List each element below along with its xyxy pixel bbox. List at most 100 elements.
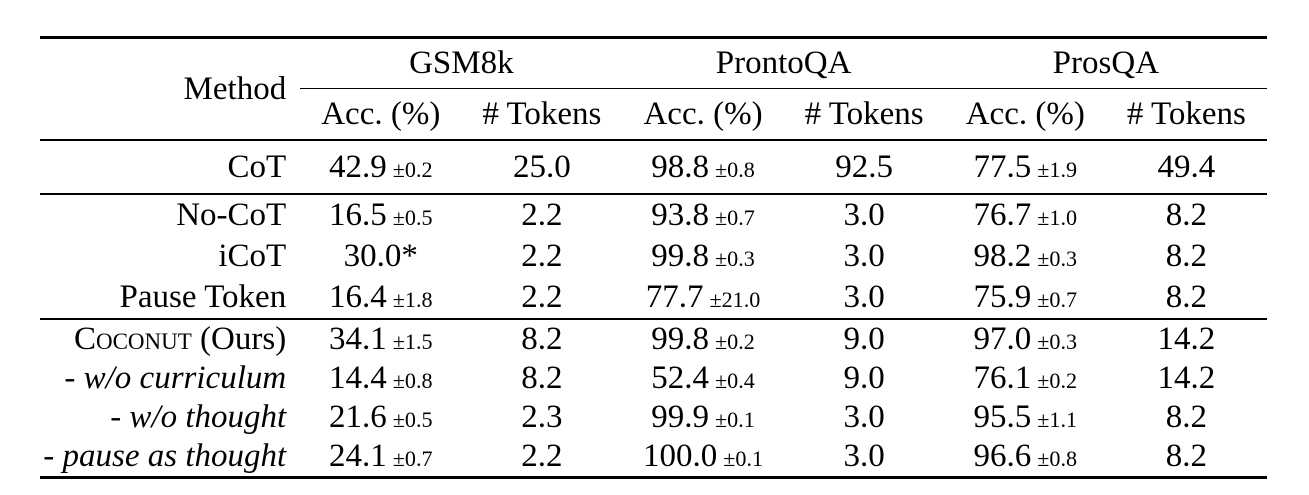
cell-value: 34.1 (329, 321, 387, 357)
cell-value: 24.1 (329, 438, 387, 474)
cell-value: 95.5 (973, 399, 1032, 435)
method-label: No-CoT (176, 197, 287, 233)
cell-value: 99.8 (651, 321, 709, 357)
cell-std-dev: ±0.2 (392, 156, 433, 182)
cell-value: 16.5 (329, 197, 387, 233)
tokens-cell: 3.0 (784, 437, 945, 478)
table-row: Coconut (Ours) 34.1 ±1.5 8.2 99.8 ±0.2 9.0 97.0… (40, 319, 1267, 359)
accuracy-cell: 42.9 ±0.2 (300, 140, 462, 195)
cell-value: 99.9 (651, 399, 709, 435)
accuracy-cell: 76.1 ±0.2 (945, 359, 1106, 398)
table-row: CoT 42.9 ±0.2 25.0 98.8 ±0.8 92.5 77.5 ±1.9 49.4 (40, 140, 1267, 195)
tokens-cell: 9.0 (784, 319, 945, 359)
tokens-cell: 3.0 (784, 236, 945, 277)
accuracy-cell: 98.2 ±0.3 (945, 236, 1106, 277)
cell-value: 2.2 (521, 279, 563, 315)
method-label: - w/o thought (110, 399, 287, 435)
cell-std-dev: ±0.7 (392, 446, 433, 471)
cell-value: 77.5 (973, 148, 1032, 185)
cell-value: 14.2 (1157, 321, 1216, 357)
accuracy-cell: 16.5 ±0.5 (300, 194, 461, 236)
accuracy-cell: 77.5 ±1.9 (944, 140, 1106, 195)
cell-std-dev: ±1.9 (1037, 156, 1078, 182)
tokens-cell: 3.0 (783, 277, 945, 320)
cell-std-dev: ±1.0 (1037, 205, 1078, 230)
cell-value: 97.0 (973, 321, 1032, 357)
cell-value: 77.7 (645, 279, 704, 315)
cell-value: 30.0* (343, 238, 418, 274)
cell-std-dev: ±0.1 (715, 407, 755, 432)
cell-value: 75.9 (973, 279, 1032, 315)
tokens-cell: 8.2 (1106, 194, 1267, 236)
method-label: - w/o curriculum (64, 360, 287, 396)
tokens-cell: 14.2 (1106, 359, 1267, 398)
accuracy-cell: 16.4 ±1.8 (300, 277, 462, 320)
accuracy-cell: 99.9 ±0.1 (622, 398, 783, 437)
method-label: Coconut (Ours) (73, 321, 287, 357)
gsm8k-tokens-column-header: # Tokens (461, 88, 623, 141)
tokens-cell: 8.2 (461, 319, 622, 359)
table-row: No-CoT 16.5 ±0.5 2.2 93.8 ±0.7 3.0 76.7 ±1.0 8.2 (40, 194, 1267, 236)
method-label: iCoT (218, 238, 287, 274)
cell-value: 8.2 (521, 321, 563, 357)
cell-value: 14.2 (1157, 360, 1216, 396)
table-row: - w/o curriculum 14.4 ±0.8 8.2 52.4 ±0.4 9.0 76… (40, 359, 1267, 398)
cell-value: 3.0 (843, 279, 885, 315)
tokens-cell: 8.2 (461, 359, 622, 398)
cell-std-dev: ±0.5 (392, 205, 433, 230)
cell-value: 8.2 (1165, 438, 1208, 474)
cell-std-dev: ±0.8 (715, 156, 755, 182)
cell-value: 2.2 (521, 197, 563, 233)
cell-value: 16.4 (329, 279, 387, 315)
group-header-gsm8k: GSM8k (300, 37, 623, 89)
cell-value: 98.2 (973, 238, 1032, 274)
group-header-prosqa: ProsQA (944, 37, 1267, 89)
cell-value: 76.1 (973, 360, 1032, 396)
cell-value: 9.0 (843, 321, 885, 357)
cell-value: 3.0 (843, 238, 885, 274)
accuracy-cell: 96.6 ±0.8 (945, 437, 1106, 478)
tokens-cell: 14.2 (1106, 319, 1267, 359)
tokens-cell: 2.3 (461, 398, 622, 437)
tokens-cell: 2.2 (461, 437, 622, 478)
accuracy-cell: 30.0* (300, 236, 461, 277)
prontoqa-tokens-column-header: # Tokens (783, 88, 945, 141)
prontoqa-accuracy-column-header: Acc. (%) (622, 88, 784, 141)
tokens-cell: 25.0 (461, 140, 623, 195)
tokens-cell: 9.0 (784, 359, 945, 398)
prosqa-accuracy-column-header: Acc. (%) (944, 88, 1106, 141)
cell-value: 2.2 (521, 438, 563, 474)
cell-std-dev: ±0.7 (715, 205, 755, 230)
table-row: Pause Token 16.4 ±1.8 2.2 77.7 ±21.0 3.0 75.9 ±0… (40, 277, 1267, 320)
method-label: CoT (40, 140, 301, 195)
cell-std-dev: ±0.2 (1037, 368, 1078, 393)
accuracy-cell: 99.8 ±0.3 (622, 236, 783, 277)
cell-std-dev: ±1.1 (1037, 407, 1078, 432)
accuracy-cell: 21.6 ±0.5 (300, 398, 461, 437)
cell-value: 8.2 (521, 360, 563, 396)
accuracy-cell: 52.4 ±0.4 (622, 359, 783, 398)
table-row: - w/o thought 21.6 ±0.5 2.3 99.9 ±0.1 3.0 95.5 ±… (40, 398, 1267, 437)
accuracy-cell: 93.8 ±0.7 (622, 194, 783, 236)
sub-header-row: Acc. (%) # Tokens Acc. (%) # Tokens Acc. (%)… (40, 88, 1267, 141)
accuracy-cell: 77.7 ±21.0 (622, 277, 784, 320)
cell-value: 92.5 (835, 148, 894, 185)
table-row: - pause as thought 24.1 ±0.7 2.2 100.0 ±0.1 3.… (40, 437, 1267, 478)
cell-std-dev: ±0.7 (1037, 287, 1078, 312)
cell-value: 99.8 (651, 238, 709, 274)
cell-value: 96.6 (973, 438, 1032, 474)
cell-std-dev: ±0.2 (715, 329, 755, 354)
tokens-cell: 3.0 (784, 398, 945, 437)
cell-std-dev: ±0.3 (1037, 246, 1078, 271)
prosqa-tokens-column-header: # Tokens (1105, 88, 1267, 141)
cell-value: 93.8 (651, 197, 709, 233)
cell-value: 8.2 (1165, 399, 1208, 435)
cell-value: 8.2 (1165, 238, 1208, 274)
tokens-cell: 49.4 (1105, 140, 1267, 195)
cell-value: 42.9 (329, 148, 387, 185)
tokens-cell: 8.2 (1106, 437, 1267, 478)
cell-std-dev: ±0.8 (1037, 446, 1078, 471)
cell-std-dev: ±1.5 (392, 329, 433, 354)
group-header-prontoqa: ProntoQA (622, 37, 945, 89)
cell-value: 9.0 (843, 360, 885, 396)
